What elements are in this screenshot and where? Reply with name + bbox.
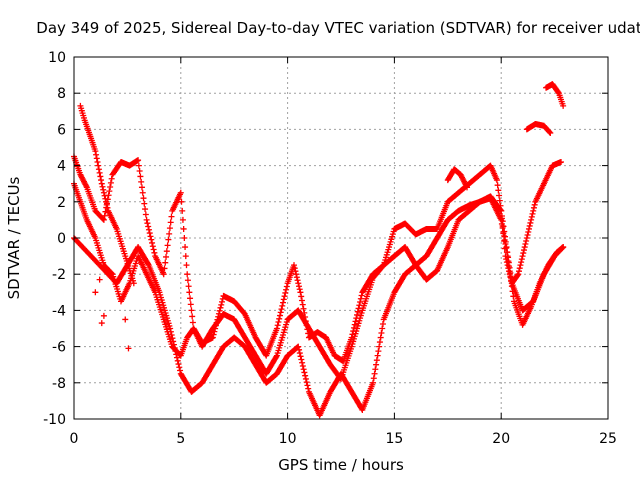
- y-tick-label: 2: [57, 195, 66, 211]
- chart-title: Day 349 of 2025, Sidereal Day-to-day VTE…: [36, 19, 640, 37]
- y-tick-label: -6: [52, 340, 66, 356]
- y-tick-label: -2: [52, 267, 66, 283]
- y-tick-label: -8: [52, 376, 66, 392]
- x-tick-label: 20: [492, 431, 510, 447]
- series-track-f-markers: [523, 120, 554, 137]
- series-track-d-markers: [77, 102, 137, 287]
- x-tick-label: 0: [70, 431, 79, 447]
- grid-lines: [74, 57, 608, 419]
- x-tick-label: 15: [385, 431, 403, 447]
- y-tick-label: 0: [57, 231, 66, 247]
- y-axis-title: SDTVAR / TECUs: [5, 176, 23, 299]
- axis-ticks: 0 5 10 15 20 25 -10 -8 -6 -4 -2 0 2 4 6 8 10: [43, 50, 617, 447]
- x-tick-label: 25: [599, 431, 617, 447]
- y-tick-label: 4: [57, 159, 66, 175]
- y-tick-label: -10: [43, 412, 66, 428]
- y-tick-label: -4: [52, 303, 66, 319]
- y-tick-label: 10: [48, 50, 66, 66]
- series-outliers-markers: [92, 276, 132, 352]
- x-tick-label: 5: [176, 431, 185, 447]
- y-tick-label: 6: [57, 122, 66, 138]
- data-series-layer: [71, 81, 567, 419]
- series-track-e-markers: [444, 166, 471, 191]
- series-track-g-markers: [543, 81, 567, 109]
- y-tick-label: 8: [57, 86, 66, 102]
- x-axis-title: GPS time / hours: [278, 456, 404, 474]
- x-tick-label: 10: [279, 431, 297, 447]
